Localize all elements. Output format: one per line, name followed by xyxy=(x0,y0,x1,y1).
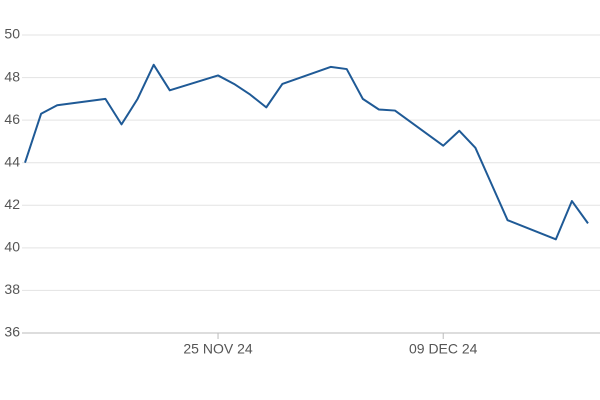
y-tick-label: 40 xyxy=(4,239,20,255)
line-series xyxy=(24,63,589,241)
y-tick-label: 46 xyxy=(4,111,20,127)
y-tick-label: 44 xyxy=(4,153,20,169)
x-tick-label: 09 DEC 24 xyxy=(409,341,478,357)
y-tick-label: 38 xyxy=(4,281,20,297)
y-tick-label: 48 xyxy=(4,68,20,84)
y-tick-label: 42 xyxy=(4,196,20,212)
y-tick-label: 36 xyxy=(4,324,20,340)
y-tick-label: 50 xyxy=(4,26,20,42)
x-tick-label: 25 NOV 24 xyxy=(183,341,252,357)
